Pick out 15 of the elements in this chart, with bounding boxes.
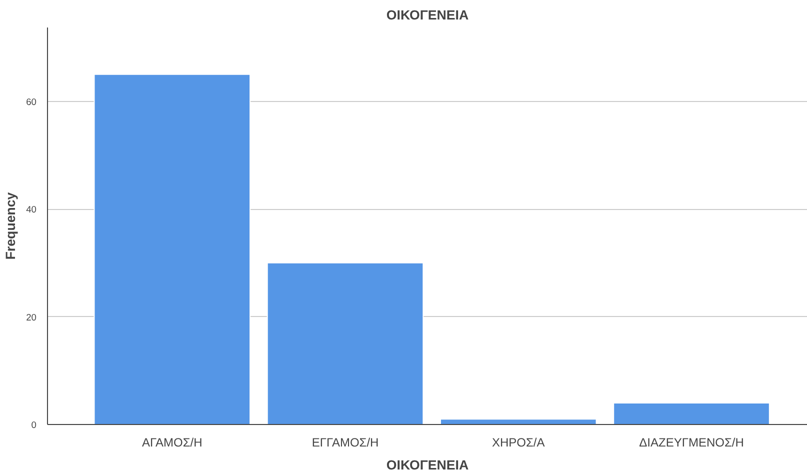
y-tick-label: 0 [31, 420, 37, 430]
y-tick-label: 20 [26, 312, 37, 322]
bar [440, 418, 597, 424]
y-tick-label: 60 [26, 96, 37, 107]
x-tick-label: ΑΓΑΜΟΣ/Η [142, 436, 202, 450]
x-axis-title: ΟΙΚΟΓΕΝΕΙΑ [386, 458, 469, 472]
x-tick-label: ΧΗΡΟΣ/Α [492, 436, 545, 450]
bar [266, 262, 424, 424]
y-axis-title: Frequency [3, 192, 18, 260]
chart-title: ΟΙΚΟΓΕΝΕΙΑ [386, 8, 469, 22]
bar [613, 402, 770, 424]
y-tick-label: 40 [26, 204, 37, 215]
x-tick-label: ΔΙΑΖΕΥΓΜΕΝΟΣ/Η [639, 436, 744, 450]
x-tick-label: ΕΓΓΑΜΟΣ/Η [312, 436, 379, 450]
bar [94, 74, 251, 424]
